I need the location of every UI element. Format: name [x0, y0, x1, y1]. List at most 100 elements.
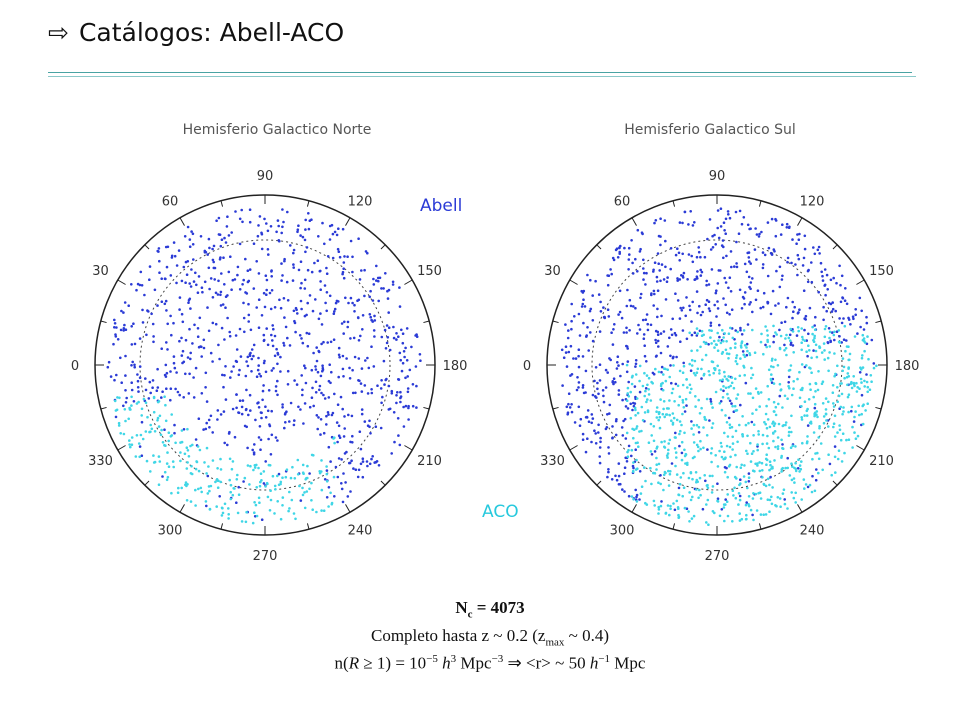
- abell-cluster-point: [625, 331, 628, 334]
- aco-cluster-point: [772, 420, 775, 424]
- aco-cluster-point: [802, 478, 806, 481]
- outer-circle-north: [94, 194, 436, 536]
- abell-cluster-point: [653, 221, 656, 225]
- aco-cluster-point: [229, 483, 233, 487]
- aco-cluster-point: [682, 364, 686, 368]
- abell-cluster-point: [614, 474, 617, 478]
- abell-cluster-point: [399, 400, 402, 404]
- abell-cluster-point: [634, 365, 637, 368]
- angle-label: 300: [610, 524, 635, 539]
- abell-cluster-point: [351, 301, 354, 305]
- abell-cluster-point: [368, 295, 372, 299]
- abell-cluster-point: [160, 396, 163, 399]
- abell-cluster-point: [219, 413, 223, 416]
- caption-density-exponent: 3: [450, 653, 457, 665]
- aco-cluster-point: [647, 441, 651, 445]
- abell-cluster-point: [617, 462, 621, 465]
- abell-cluster-point: [395, 394, 398, 397]
- aco-cluster-point: [762, 352, 765, 356]
- abell-cluster-point: [266, 248, 270, 251]
- aco-cluster-point: [708, 373, 711, 377]
- aco-cluster-point: [851, 446, 854, 449]
- abell-cluster-point: [398, 286, 401, 289]
- aco-cluster-point: [726, 493, 729, 496]
- aco-cluster-point: [114, 409, 118, 412]
- abell-cluster-point: [668, 336, 671, 340]
- abell-cluster-point: [587, 349, 590, 352]
- aco-cluster-point: [681, 371, 685, 375]
- abell-cluster-point: [645, 271, 648, 275]
- abell-cluster-point: [184, 281, 187, 285]
- aco-cluster-point: [842, 406, 845, 409]
- aco-cluster-point: [712, 371, 715, 375]
- abell-cluster-point: [363, 268, 366, 272]
- aco-cluster-point: [796, 326, 800, 329]
- abell-cluster-point: [130, 381, 133, 385]
- abell-cluster-point: [342, 435, 346, 438]
- abell-cluster-point: [703, 255, 707, 259]
- aco-cluster-point: [772, 439, 775, 443]
- abell-cluster-point: [614, 248, 618, 252]
- abell-cluster-point: [656, 307, 659, 311]
- aco-cluster-point: [794, 461, 797, 465]
- abell-cluster-point: [722, 256, 725, 260]
- aco-cluster-point: [706, 483, 709, 487]
- abell-cluster-point: [676, 299, 680, 302]
- aco-cluster-point: [797, 329, 800, 333]
- abell-cluster-point: [779, 233, 783, 236]
- aco-cluster-point: [772, 424, 776, 428]
- aco-cluster-point: [722, 506, 726, 509]
- aco-cluster-point: [757, 433, 760, 436]
- abell-cluster-point: [209, 414, 213, 418]
- abell-cluster-point: [328, 238, 332, 241]
- abell-cluster-point: [694, 278, 697, 281]
- aco-cluster-point: [710, 402, 713, 406]
- aco-cluster-point: [664, 367, 667, 371]
- abell-cluster-point: [383, 328, 387, 332]
- abell-cluster-point: [124, 328, 128, 332]
- aco-cluster-point: [163, 470, 167, 474]
- aco-cluster-point: [678, 369, 682, 373]
- abell-cluster-point: [823, 284, 826, 287]
- abell-cluster-point: [401, 332, 405, 336]
- abell-cluster-point: [307, 212, 310, 215]
- abell-cluster-point: [404, 404, 408, 408]
- abell-cluster-point: [333, 230, 337, 234]
- abell-cluster-point: [384, 272, 387, 275]
- aco-cluster-point: [729, 455, 732, 459]
- aco-cluster-point: [658, 411, 661, 414]
- abell-cluster-point: [645, 360, 648, 363]
- aco-cluster-point: [747, 504, 751, 508]
- abell-cluster-point: [299, 499, 303, 502]
- aco-cluster-point: [695, 423, 699, 427]
- abell-cluster-point: [337, 353, 341, 357]
- caption-density-exponent: −3: [491, 653, 504, 665]
- aco-cluster-point: [303, 506, 307, 510]
- tick-mark: [179, 217, 185, 226]
- abell-cluster-point: [780, 278, 784, 281]
- abell-cluster-point: [621, 434, 625, 437]
- abell-cluster-point: [598, 455, 601, 458]
- caption-nc-symbol: N: [455, 598, 468, 617]
- abell-cluster-point: [392, 325, 395, 329]
- aco-cluster-point: [805, 364, 808, 367]
- aco-cluster-point: [668, 399, 671, 402]
- abell-cluster-point: [351, 441, 354, 444]
- aco-cluster-point: [822, 415, 826, 418]
- aco-cluster-point: [764, 513, 768, 516]
- abell-cluster-point: [680, 274, 683, 277]
- aco-cluster-point: [734, 453, 737, 457]
- aco-cluster-point: [122, 432, 126, 436]
- abell-cluster-point: [170, 333, 173, 337]
- aco-cluster-point: [663, 470, 667, 474]
- abell-cluster-point: [299, 234, 302, 237]
- abell-cluster-point: [182, 428, 186, 431]
- abell-cluster-point: [289, 401, 293, 405]
- aco-cluster-point: [700, 367, 703, 371]
- abell-cluster-point: [621, 398, 624, 402]
- abell-cluster-point: [387, 311, 391, 314]
- abell-cluster-point: [761, 266, 765, 270]
- abell-cluster-point: [351, 434, 354, 438]
- abell-cluster-point: [792, 310, 795, 314]
- abell-cluster-point: [188, 282, 191, 285]
